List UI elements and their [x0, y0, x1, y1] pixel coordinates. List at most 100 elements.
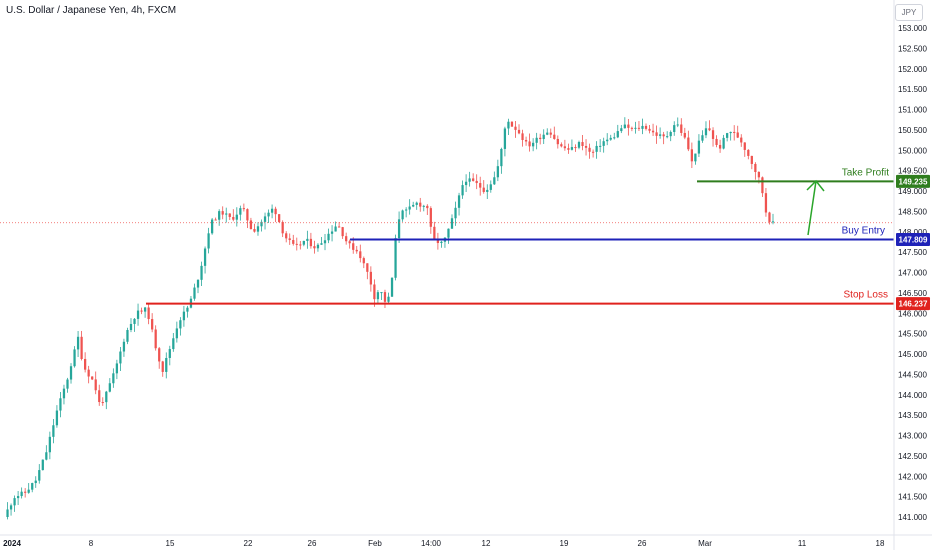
candle-body	[771, 221, 775, 223]
y-tick-label: 149.500	[898, 167, 927, 176]
candle-body	[158, 348, 161, 362]
candle-body	[196, 279, 200, 288]
candle-body	[701, 135, 704, 141]
candle-body	[341, 227, 344, 237]
candle-body	[697, 140, 701, 154]
candle-body	[602, 141, 605, 146]
candle-body	[390, 277, 394, 297]
candle-body	[761, 177, 764, 194]
candle-body	[496, 166, 499, 178]
x-tick-label: 26	[308, 539, 317, 548]
x-tick-label: 22	[244, 539, 253, 548]
candle-body	[373, 284, 376, 300]
candle-body	[447, 228, 450, 238]
candle-body	[524, 139, 528, 142]
candle-body	[651, 130, 655, 133]
candle-body	[249, 220, 253, 230]
candle-body	[115, 363, 119, 374]
candle-body	[627, 124, 630, 128]
candle-body	[401, 210, 404, 220]
candle-body	[200, 265, 203, 280]
y-tick-label: 141.000	[898, 513, 927, 522]
candle-body	[38, 470, 41, 481]
candle-body	[740, 137, 743, 143]
candle-body	[609, 137, 612, 140]
candle-body	[278, 214, 281, 223]
candle-body	[302, 240, 305, 245]
candle-body	[345, 236, 348, 242]
candle-body	[475, 180, 478, 184]
candle-body	[457, 195, 461, 208]
candle-body	[285, 233, 288, 239]
candle-body	[503, 128, 507, 149]
candle-body	[203, 248, 207, 266]
candle-body	[577, 142, 581, 148]
candles-group	[6, 117, 775, 520]
candle-body	[267, 212, 270, 217]
candle-body	[292, 240, 295, 244]
candle-body	[405, 209, 408, 211]
arrow-head	[806, 179, 825, 192]
price-badge-label: 149.235	[899, 177, 928, 186]
time-axis: 2024 8 15 22 26 Feb 14:00 12 19 26 Mar 11 18	[3, 539, 885, 548]
candle-body	[708, 128, 711, 131]
x-tick-label: 8	[89, 539, 94, 548]
candle-body	[613, 137, 616, 139]
candle-body	[673, 125, 676, 132]
candle-body	[76, 336, 80, 350]
candle-body	[641, 125, 644, 129]
candle-body	[122, 341, 126, 352]
candle-body	[323, 240, 327, 244]
candle-body	[387, 296, 390, 302]
candle-body	[683, 132, 686, 138]
candle-body	[489, 184, 492, 190]
x-tick-label: 14:00	[421, 539, 442, 548]
target-arrow-group	[806, 179, 825, 236]
candle-body	[101, 402, 104, 404]
candle-body	[570, 147, 574, 150]
candle-body	[91, 376, 94, 380]
candle-body	[359, 251, 362, 259]
candle-body	[126, 330, 129, 342]
candle-body	[225, 213, 228, 215]
candle-body	[87, 369, 90, 377]
candle-body	[288, 238, 291, 241]
candle-body	[6, 509, 9, 517]
y-tick-label: 152.000	[898, 65, 927, 74]
candle-body	[620, 128, 623, 132]
currency-selector[interactable]: JPY	[895, 4, 923, 21]
y-tick-label: 153.000	[898, 24, 927, 33]
candle-body	[419, 202, 422, 207]
level-label: Take Profit	[842, 167, 889, 178]
candle-body	[9, 505, 13, 510]
candle-body	[337, 226, 341, 228]
candle-body	[655, 132, 658, 136]
y-tick-label: 143.500	[898, 411, 927, 420]
candle-body	[270, 208, 274, 213]
candle-body	[210, 219, 214, 234]
candle-body	[186, 307, 189, 312]
x-tick-label: Feb	[368, 539, 382, 548]
candle-body	[630, 127, 634, 129]
price-badges: 149.235 147.809 146.237	[896, 174, 930, 311]
candle-body	[662, 134, 665, 137]
candle-body	[253, 229, 256, 232]
candle-body	[648, 128, 651, 131]
chart-title: U.S. Dollar / Japanese Yen, 4h, FXCM	[6, 5, 177, 16]
candle-body	[429, 208, 432, 227]
price-badge	[896, 297, 930, 311]
candle-body	[704, 128, 708, 136]
price-badge	[896, 233, 930, 247]
candle-body	[45, 452, 48, 460]
candle-body	[281, 222, 284, 234]
candle-body	[27, 489, 30, 493]
candle-body	[66, 379, 69, 389]
candle-body	[154, 329, 157, 349]
candle-body	[73, 349, 76, 367]
candle-body	[743, 142, 746, 150]
candle-body	[729, 131, 732, 134]
candle-body	[412, 204, 415, 207]
x-tick-label: 26	[638, 539, 647, 548]
candle-body	[718, 144, 722, 149]
